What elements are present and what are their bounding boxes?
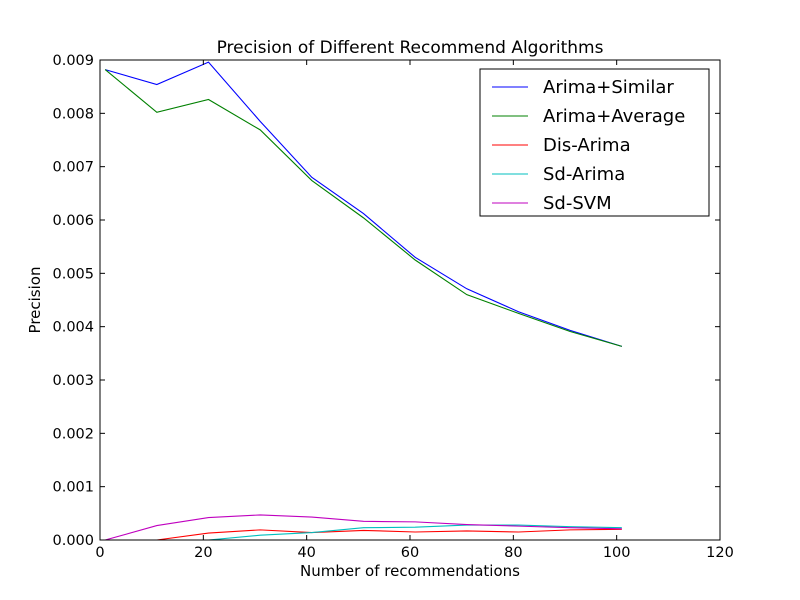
y-tick-label: 0.001 (52, 480, 94, 496)
legend-label: Arima+Average (543, 106, 685, 127)
plot-area: 0 20 40 60 80 100 120 0.0000.0010.0020.0030.00… (52, 53, 733, 561)
y-axis-ticks: 0.000 0.001 0.002 0.003 0.004 0.005 0.006 0.007… (52, 53, 720, 549)
y-tick-label: 0.003 (52, 373, 94, 389)
y-tick-label: 0.007 (52, 160, 94, 176)
series-line-1 (105, 61, 622, 347)
legend-label: Sd-SVM (543, 193, 612, 214)
series-line-3 (105, 528, 622, 541)
x-axis-label: Number of recommendations (300, 562, 520, 580)
legend: Arima+Similar Arima+Average Dis-Arima Sd-Ar… (479, 68, 710, 217)
x-tick-label: 60 (401, 545, 419, 561)
series-line-2 (104, 69, 622, 347)
x-tick-label: 0 (95, 545, 104, 561)
y-tick-label: 0.008 (52, 106, 94, 122)
x-tick-label: 120 (706, 545, 734, 561)
legend-box (479, 68, 710, 217)
chart-title: Precision of Different Recommend Algorit… (217, 38, 604, 58)
y-tick-label: 0.005 (52, 266, 94, 282)
legend-label: Dis-Arima (543, 135, 631, 156)
x-axis-ticks: 0 20 40 60 80 100 120 (95, 60, 734, 561)
y-tick-label: 0.006 (52, 213, 94, 229)
legend-label: Sd-Arima (543, 164, 625, 185)
y-tick-label: 0.009 (52, 53, 94, 69)
y-tick-label: 0.002 (52, 426, 94, 442)
series-line-5 (105, 514, 622, 541)
y-tick-label: 0.004 (52, 320, 94, 336)
x-tick-label: 80 (504, 545, 522, 561)
y-tick-label: 0.000 (52, 533, 94, 549)
x-tick-label: 20 (194, 545, 212, 561)
legend-label: Arima+Similar (543, 77, 674, 98)
x-tick-label: 40 (297, 545, 315, 561)
x-tick-label: 100 (603, 545, 631, 561)
y-axis-label: Precision (26, 267, 44, 334)
